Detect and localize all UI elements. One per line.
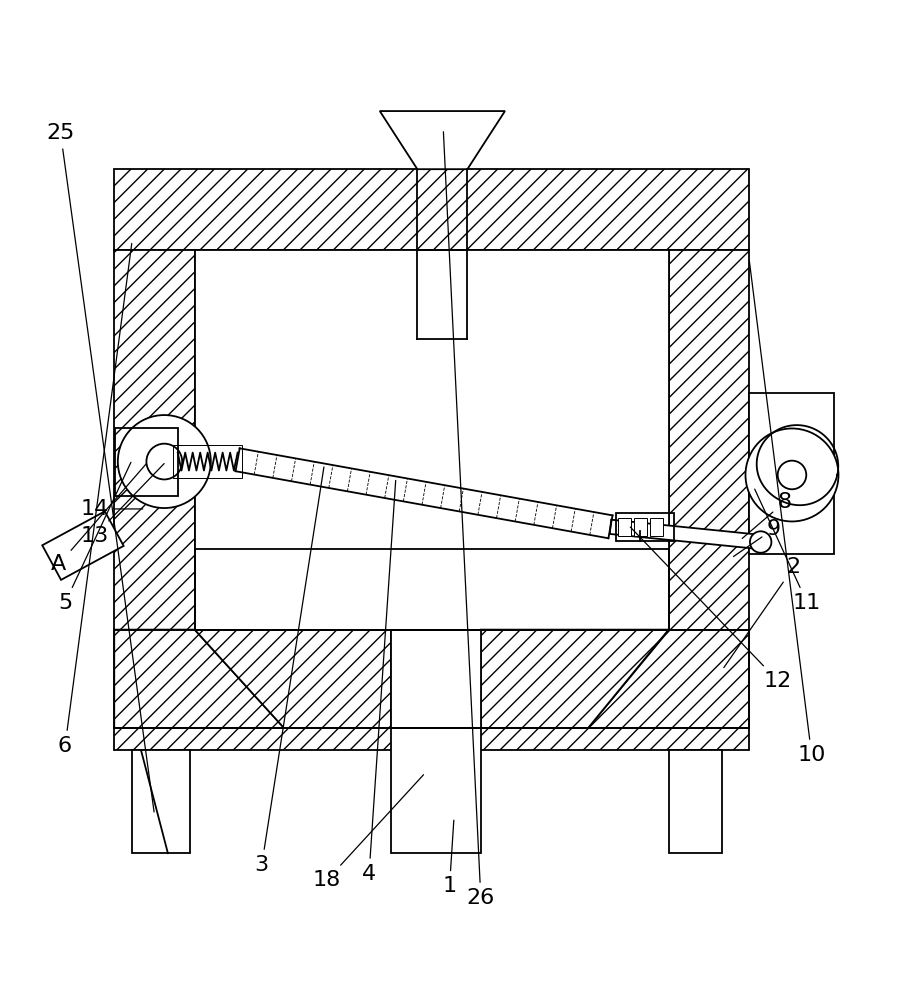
Polygon shape xyxy=(391,630,481,728)
Text: 9: 9 xyxy=(734,519,781,557)
Text: 4: 4 xyxy=(362,480,396,884)
Polygon shape xyxy=(481,630,668,728)
Bar xyxy=(114,250,194,630)
Bar xyxy=(114,728,749,750)
Text: 8: 8 xyxy=(742,492,792,538)
Circle shape xyxy=(118,415,211,508)
Bar xyxy=(115,428,178,496)
Text: A: A xyxy=(51,464,146,574)
Circle shape xyxy=(745,428,838,521)
Bar xyxy=(749,393,834,554)
Bar xyxy=(617,518,631,536)
Circle shape xyxy=(146,444,183,479)
Bar xyxy=(133,750,191,853)
Bar xyxy=(114,169,749,250)
Text: 25: 25 xyxy=(46,123,154,812)
Polygon shape xyxy=(380,111,505,169)
Text: 2: 2 xyxy=(724,557,801,668)
Bar xyxy=(173,445,242,478)
Polygon shape xyxy=(610,520,762,549)
Bar xyxy=(194,250,668,549)
Polygon shape xyxy=(194,630,391,728)
Text: 1: 1 xyxy=(442,820,457,896)
Bar xyxy=(668,750,722,853)
Text: 5: 5 xyxy=(58,462,131,613)
Polygon shape xyxy=(588,630,749,728)
Text: 14: 14 xyxy=(81,499,143,519)
Text: 13: 13 xyxy=(81,464,164,546)
Bar xyxy=(668,250,749,630)
Text: 3: 3 xyxy=(255,467,324,875)
Text: 12: 12 xyxy=(630,527,792,691)
Polygon shape xyxy=(114,630,284,728)
Bar xyxy=(634,518,647,536)
Text: 6: 6 xyxy=(58,243,132,756)
Polygon shape xyxy=(43,511,123,580)
Bar xyxy=(650,518,663,536)
Text: 10: 10 xyxy=(749,261,826,765)
Circle shape xyxy=(777,461,806,489)
Text: 26: 26 xyxy=(443,132,495,908)
Bar xyxy=(391,728,481,853)
Text: 11: 11 xyxy=(755,489,822,613)
Text: 18: 18 xyxy=(313,775,423,890)
Circle shape xyxy=(750,531,772,553)
Bar xyxy=(616,513,674,541)
